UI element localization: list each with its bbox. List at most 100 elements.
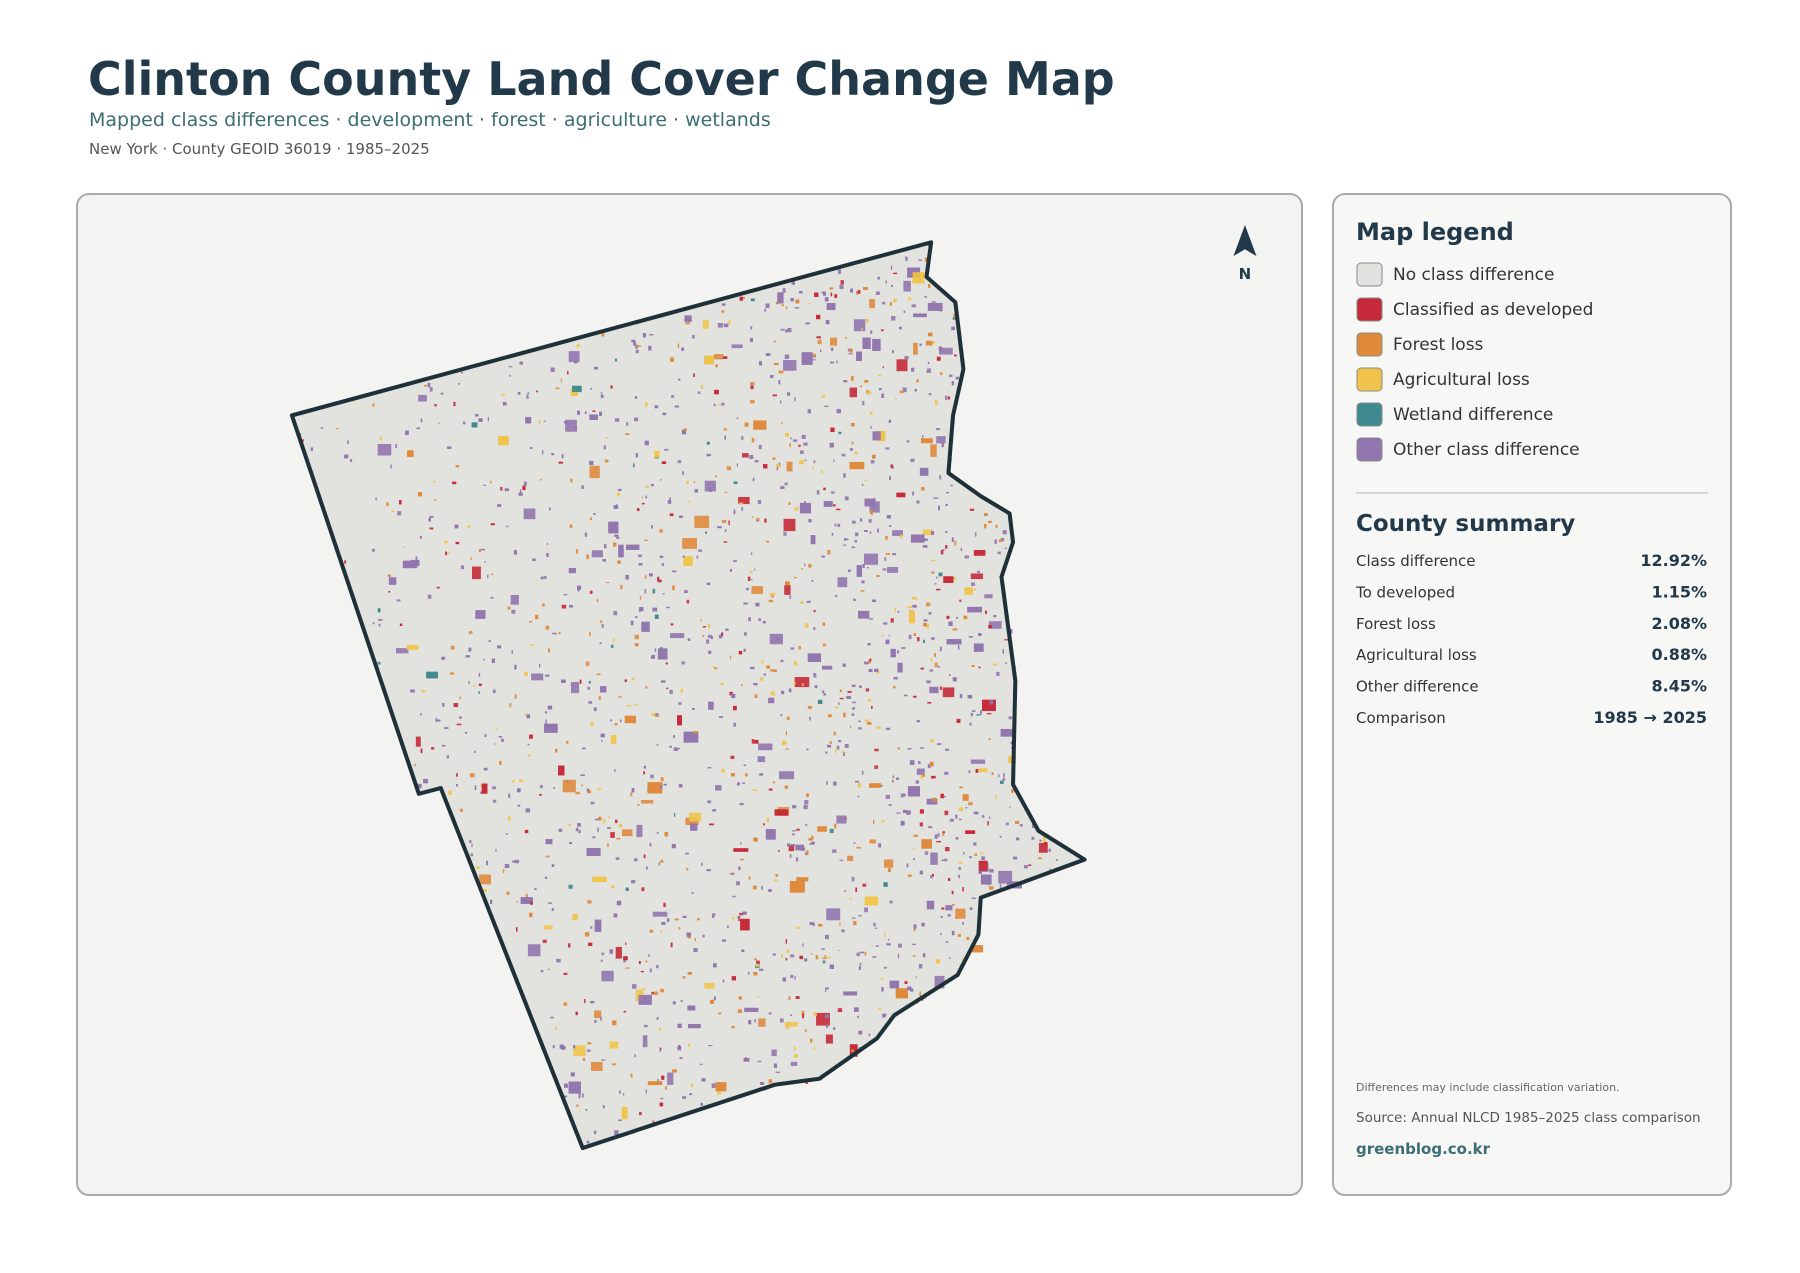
change-patch xyxy=(566,740,569,744)
change-patch xyxy=(1008,716,1013,720)
change-patch xyxy=(453,703,459,708)
change-patch xyxy=(678,378,681,381)
change-patch xyxy=(403,546,405,548)
change-patch xyxy=(780,328,785,331)
change-patch xyxy=(790,1061,798,1066)
change-patch xyxy=(761,660,764,664)
summary-value: 0.88% xyxy=(1651,645,1707,664)
change-patch xyxy=(838,702,840,705)
change-patch xyxy=(760,1082,765,1085)
change-patch xyxy=(576,1104,579,1107)
change-patch xyxy=(897,953,900,959)
change-patch xyxy=(723,541,728,543)
change-patch xyxy=(677,1046,682,1051)
change-patch xyxy=(808,518,812,523)
change-patch xyxy=(543,925,553,930)
change-patch xyxy=(887,868,891,873)
change-patch xyxy=(803,804,808,810)
change-patch xyxy=(1000,728,1013,737)
change-patch xyxy=(678,702,682,705)
change-patch xyxy=(511,609,516,614)
change-patch xyxy=(525,416,532,424)
change-patch xyxy=(786,461,793,472)
change-patch xyxy=(660,930,662,933)
change-patch xyxy=(377,443,392,456)
change-patch xyxy=(785,958,788,961)
change-patch xyxy=(796,877,809,882)
change-patch xyxy=(813,609,816,613)
change-patch xyxy=(749,454,754,459)
change-patch xyxy=(731,773,735,777)
change-patch xyxy=(429,515,434,518)
change-patch xyxy=(448,790,452,795)
change-patch xyxy=(888,419,891,423)
change-patch xyxy=(658,1027,661,1031)
change-patch xyxy=(969,722,972,726)
change-patch xyxy=(657,648,668,660)
change-patch xyxy=(659,529,663,533)
change-patch xyxy=(724,323,729,328)
change-patch xyxy=(514,859,520,864)
change-patch xyxy=(590,926,593,929)
change-patch xyxy=(910,458,915,462)
change-patch xyxy=(968,770,971,774)
change-patch xyxy=(464,731,468,734)
change-patch xyxy=(378,619,383,621)
change-patch xyxy=(573,1045,586,1057)
change-patch xyxy=(930,341,935,344)
change-patch xyxy=(862,400,865,406)
change-patch xyxy=(885,727,891,731)
change-patch xyxy=(988,625,992,629)
change-patch xyxy=(783,359,797,371)
change-patch xyxy=(945,545,948,549)
change-patch xyxy=(811,580,814,582)
change-patch xyxy=(882,568,887,571)
change-patch xyxy=(980,852,984,854)
change-patch xyxy=(856,290,859,295)
change-patch xyxy=(509,374,511,377)
source: Source: Annual NLCD 1985–2025 class comp… xyxy=(1356,1110,1701,1126)
change-patch xyxy=(530,644,535,646)
change-patch xyxy=(730,569,732,572)
change-patch xyxy=(638,961,641,964)
change-patch xyxy=(465,655,471,658)
change-patch xyxy=(495,848,497,852)
change-patch xyxy=(527,754,532,757)
change-patch xyxy=(926,340,933,346)
change-patch xyxy=(733,705,737,711)
change-patch xyxy=(684,315,692,322)
change-patch xyxy=(802,1013,804,1019)
change-patch xyxy=(921,774,925,777)
change-patch xyxy=(822,665,833,670)
change-patch xyxy=(958,818,962,821)
change-patch xyxy=(899,326,902,330)
change-patch xyxy=(838,740,842,743)
change-patch xyxy=(970,573,983,580)
change-patch xyxy=(857,795,860,798)
change-patch xyxy=(545,625,550,630)
change-patch xyxy=(667,499,672,504)
legend-swatch xyxy=(1356,402,1383,427)
change-patch xyxy=(749,337,754,343)
change-patch xyxy=(677,343,680,348)
change-patch xyxy=(893,299,897,303)
change-patch xyxy=(916,720,920,723)
change-patch xyxy=(644,589,647,594)
change-patch xyxy=(934,582,937,585)
change-patch xyxy=(775,874,779,877)
change-patch xyxy=(876,575,880,577)
change-patch xyxy=(488,640,491,642)
change-patch xyxy=(611,885,615,889)
change-patch xyxy=(912,272,925,284)
change-patch xyxy=(495,727,498,730)
change-patch xyxy=(564,421,569,424)
change-patch xyxy=(885,280,887,284)
change-patch xyxy=(758,445,762,450)
change-patch xyxy=(617,492,620,497)
change-patch xyxy=(568,884,573,889)
change-patch xyxy=(419,536,422,539)
change-patch xyxy=(547,705,553,710)
change-patch xyxy=(951,930,955,936)
change-patch xyxy=(615,819,618,824)
change-patch xyxy=(866,318,869,323)
